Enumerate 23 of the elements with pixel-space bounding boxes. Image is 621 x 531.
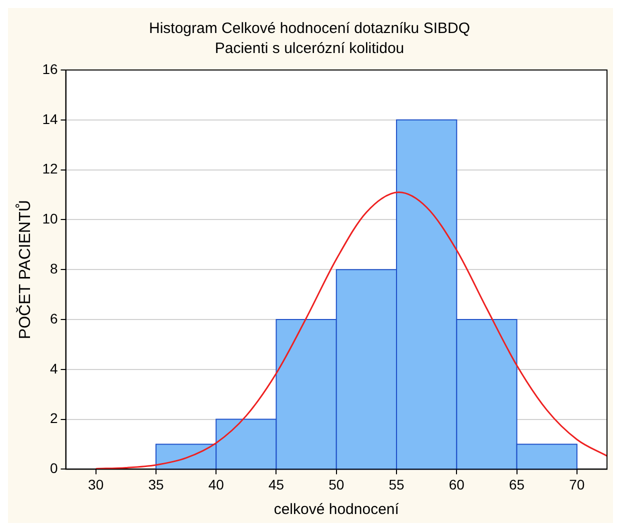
- x-tick-label: 30: [88, 476, 104, 492]
- y-tick-label: 12: [42, 160, 58, 177]
- x-tick-label: 50: [328, 476, 344, 492]
- x-tick-label: 55: [388, 476, 405, 492]
- line-series: [95, 192, 607, 470]
- chart-subtitle: Pacienti s ulcerózní kolitidou: [214, 40, 404, 58]
- x-tick-label: 45: [268, 476, 284, 492]
- x-tick-label: 60: [448, 476, 465, 492]
- x-tick-label: 70: [569, 476, 585, 492]
- y-tick-label: 0: [50, 460, 58, 476]
- y-tick-label: 14: [42, 110, 58, 127]
- y-tick-label: 16: [42, 60, 58, 77]
- x-tick-label: 40: [208, 476, 224, 492]
- y-tick-label: 10: [42, 210, 58, 227]
- y-tick-label: 2: [50, 410, 58, 426]
- y-tick-label: 6: [50, 310, 58, 326]
- chart-title: Histogram Celkové hodnocení dotazníku SIBDQ: [149, 20, 470, 38]
- y-tick-label: 4: [50, 360, 58, 376]
- x-axis-title: celkové hodnocení: [274, 501, 400, 518]
- x-tick-label: 35: [148, 476, 164, 492]
- y-tick-label: 8: [50, 260, 58, 276]
- y-axis-title: POČET PACIENTŮ: [15, 200, 34, 340]
- x-tick-label: 65: [509, 476, 525, 492]
